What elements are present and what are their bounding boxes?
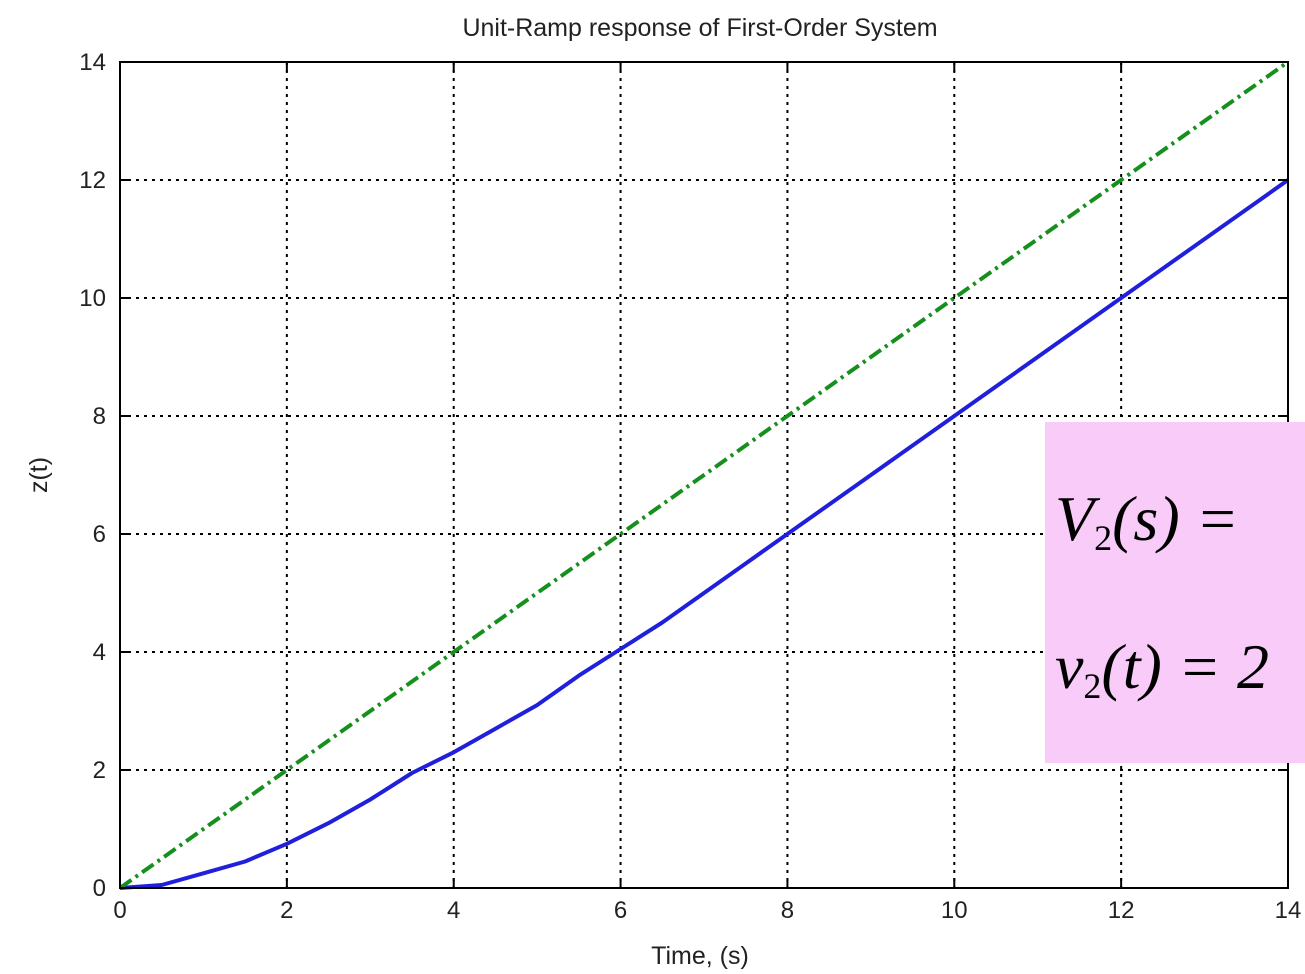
y-tick-label: 4 [93,639,106,666]
grid-lines [120,62,1288,888]
eq1-rest: (s) = [1112,483,1239,554]
y-tick-label: 10 [79,285,106,312]
equation-overlay: V2(s) = v2(t) = 2 [1045,422,1305,763]
x-tick-label: 12 [1108,897,1135,924]
x-tick-label: 4 [447,897,460,924]
equation-line-2: v2(t) = 2 [1055,630,1269,707]
chart-title: Unit-Ramp response of First-Order System [462,14,937,42]
eq1-variable: V [1055,483,1095,554]
x-tick-label: 6 [614,897,627,924]
eq2-rest: (t) = 2 [1101,631,1269,702]
y-tick-label: 8 [93,403,106,430]
eq1-subscript: 2 [1094,518,1113,558]
axis-ticks: 0 2 4 6 8 10 12 14 0 2 4 6 8 10 12 14 [79,49,1301,924]
x-tick-label: 8 [781,897,794,924]
y-tick-label: 0 [93,875,106,902]
y-tick-label: 14 [79,49,106,76]
y-tick-label: 2 [93,757,106,784]
series-line-1 [119,178,1290,890]
x-tick-label: 0 [113,897,126,924]
x-tick-label: 10 [941,897,968,924]
plot-series [118,60,1290,890]
y-tick-label: 6 [93,521,106,548]
x-tick-label: 14 [1275,897,1302,924]
y-tick-label: 12 [79,167,106,194]
x-tick-label: 2 [280,897,293,924]
y-axis-label: z(t) [25,457,53,493]
eq2-subscript: 2 [1083,666,1102,706]
equation-line-1: V2(s) = [1055,482,1239,559]
eq2-variable: v [1055,631,1084,702]
series-line-2 [118,60,1290,890]
x-axis-label: Time, (s) [651,942,749,970]
